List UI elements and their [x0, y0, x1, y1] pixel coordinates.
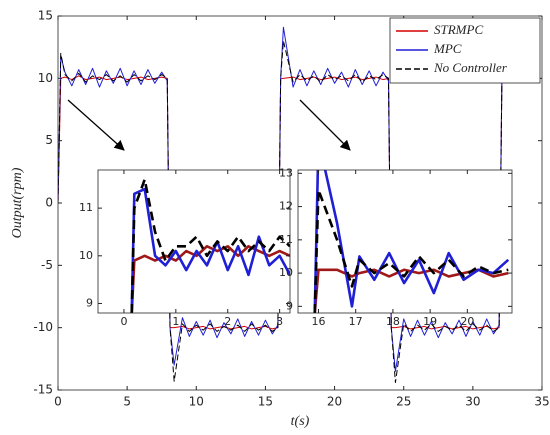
- y-tick-label: 15: [38, 9, 53, 23]
- x-tick-label: 3: [276, 315, 283, 328]
- line-series: [58, 40, 503, 384]
- y-tick-label: -5: [41, 258, 53, 272]
- x-tick-label: 20: [327, 395, 342, 409]
- axes-box: [97, 169, 291, 314]
- x-tick-label: 10: [189, 395, 204, 409]
- y-tick-label: 9: [86, 296, 93, 309]
- axes-box: [297, 169, 513, 314]
- x-tick-label: 1: [172, 315, 179, 328]
- y-tick-label: 10: [38, 71, 53, 85]
- line-series: [313, 188, 509, 313]
- inset-chart: 16 17 18 19 20 9 10 11 12 13: [279, 166, 513, 328]
- y-tick-label: 11: [279, 233, 293, 246]
- y-tick-label: 10: [279, 266, 293, 279]
- x-tick-label: 15: [258, 395, 273, 409]
- legend-label: No Controller: [433, 60, 508, 75]
- x-tick-label: 2: [224, 315, 231, 328]
- plot-area: [298, 170, 512, 313]
- y-tick-label: -10: [33, 320, 53, 334]
- line-series: [313, 170, 510, 313]
- x-tick-label: 0: [120, 315, 127, 328]
- x-tick-label: 30: [465, 395, 480, 409]
- x-tick-label: 0: [54, 395, 62, 409]
- y-tick-label: -15: [33, 383, 53, 397]
- legend-label: MPC: [433, 41, 462, 56]
- x-tick-label: 35: [534, 395, 549, 409]
- x-tick-label: 5: [123, 395, 131, 409]
- x-tick-label: 17: [349, 315, 363, 328]
- y-tick-label: 11: [79, 201, 93, 214]
- x-tick-label: 19: [423, 315, 437, 328]
- y-tick-label: 5: [45, 133, 53, 147]
- x-tick-label: 16: [311, 315, 325, 328]
- y-tick-label: 10: [79, 249, 93, 262]
- x-axis-label: t(s): [291, 414, 310, 429]
- x-tick-label: 18: [386, 315, 400, 328]
- y-tick-label: 12: [279, 200, 293, 213]
- y-axis-label: Output(rpm): [10, 167, 25, 238]
- zoom-arrow: [299, 99, 351, 151]
- y-tick-label: 0: [45, 196, 53, 210]
- x-tick-label: 20: [460, 315, 474, 328]
- line-series: [130, 244, 290, 313]
- line-series: [130, 178, 290, 313]
- x-tick-label: 25: [396, 395, 411, 409]
- legend-label: STRMPC: [434, 22, 483, 37]
- y-tick-label: 13: [279, 166, 293, 179]
- y-tick-label: 9: [286, 299, 293, 312]
- zoom-arrow: [67, 99, 125, 151]
